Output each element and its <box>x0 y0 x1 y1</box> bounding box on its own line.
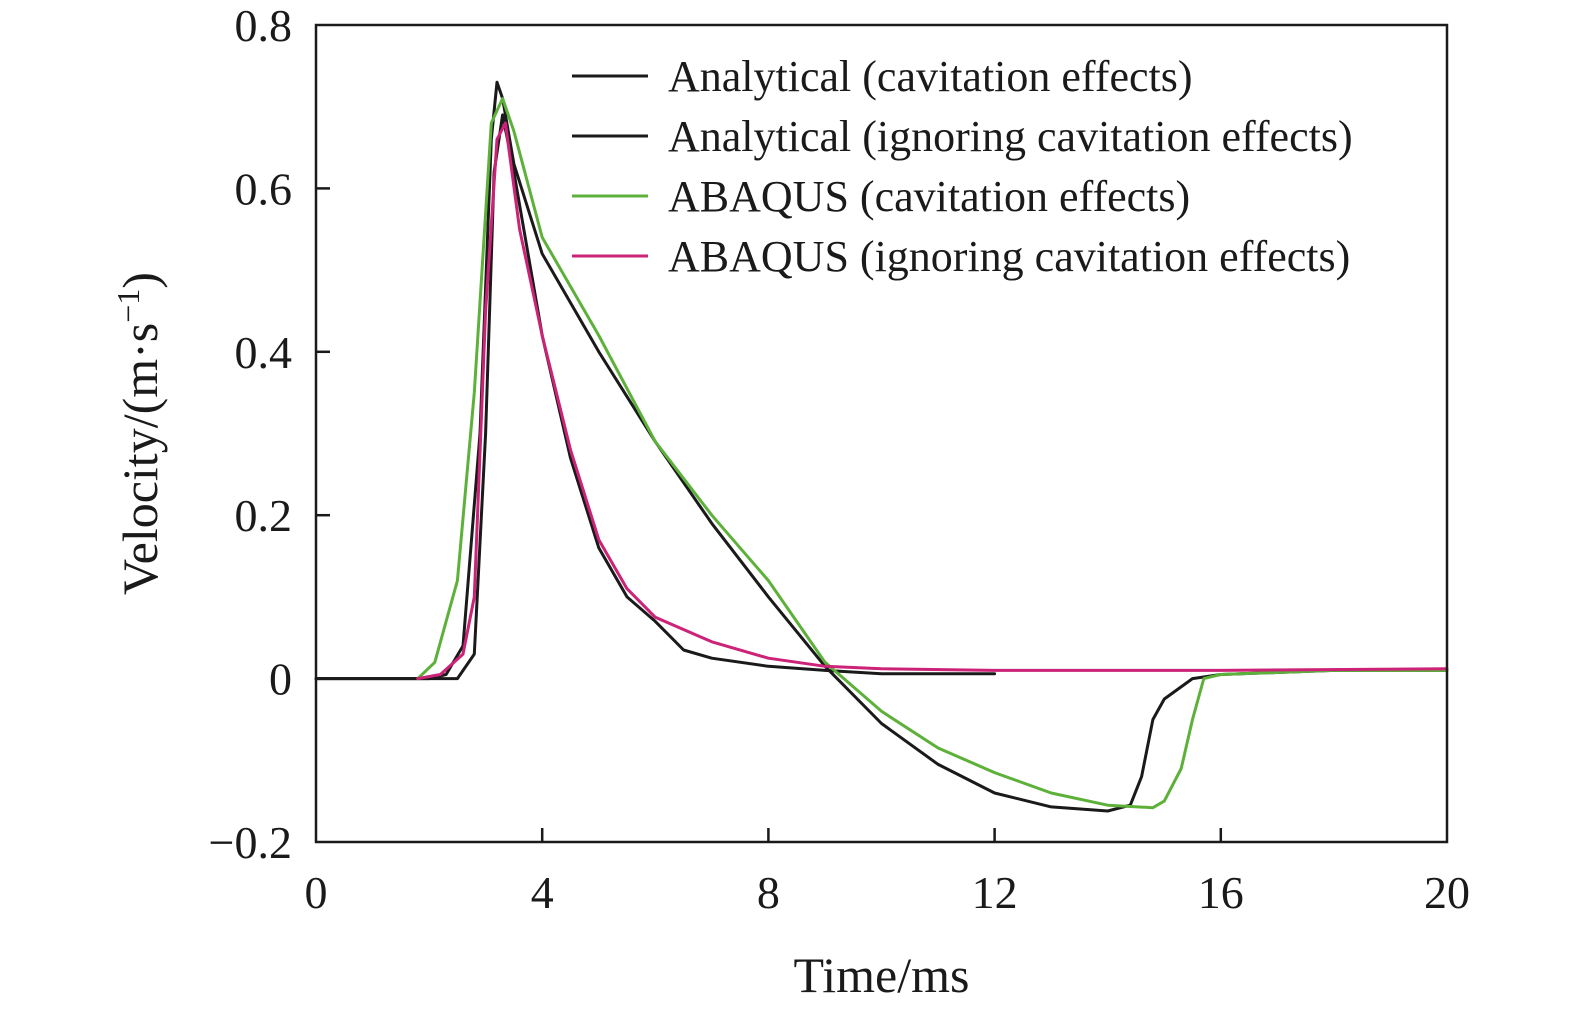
x-axis-label: Time/ms <box>793 947 969 1003</box>
x-tick-label: 0 <box>305 867 328 918</box>
y-tick-label: 0.8 <box>235 0 293 51</box>
y-tick-label: 0.6 <box>235 163 293 214</box>
y-axis-label-main: Velocity/(m·s <box>112 323 168 595</box>
axis-ticks: 0 4 8 12 16 20 −0.2 0 0.2 0.4 0.6 0.8 <box>209 0 1470 918</box>
x-tick-label: 16 <box>1198 867 1244 918</box>
legend-label-3: ABAQUS (cavitation effects) <box>668 172 1190 221</box>
x-tick-label: 8 <box>757 867 780 918</box>
y-axis-label-superscript: −1 <box>110 289 146 323</box>
y-axis-label-close: ) <box>112 272 168 289</box>
series-layer <box>314 80 1449 813</box>
series-line-1 <box>314 80 1449 813</box>
legend-label-2: Analytical (ignoring cavitation effects) <box>668 112 1353 161</box>
legend: Analytical (cavitation effects) Analytica… <box>572 52 1353 281</box>
series-line-2 <box>314 113 997 681</box>
x-tick-label: 4 <box>531 867 554 918</box>
x-tick-label: 20 <box>1424 867 1470 918</box>
y-tick-label: −0.2 <box>209 817 292 868</box>
x-tick-label: 12 <box>972 867 1018 918</box>
y-tick-label: 0.2 <box>235 490 293 541</box>
series-line-3 <box>416 97 1449 810</box>
series-line-4 <box>416 121 1449 681</box>
plot-frame <box>314 23 1449 844</box>
y-tick-label: 0.4 <box>235 327 293 378</box>
y-axis-label: Velocity/(m·s−1) <box>110 272 168 595</box>
legend-label-4: ABAQUS (ignoring cavitation effects) <box>668 232 1350 281</box>
y-tick-label: 0 <box>269 654 292 705</box>
legend-label-1: Analytical (cavitation effects) <box>668 52 1193 101</box>
